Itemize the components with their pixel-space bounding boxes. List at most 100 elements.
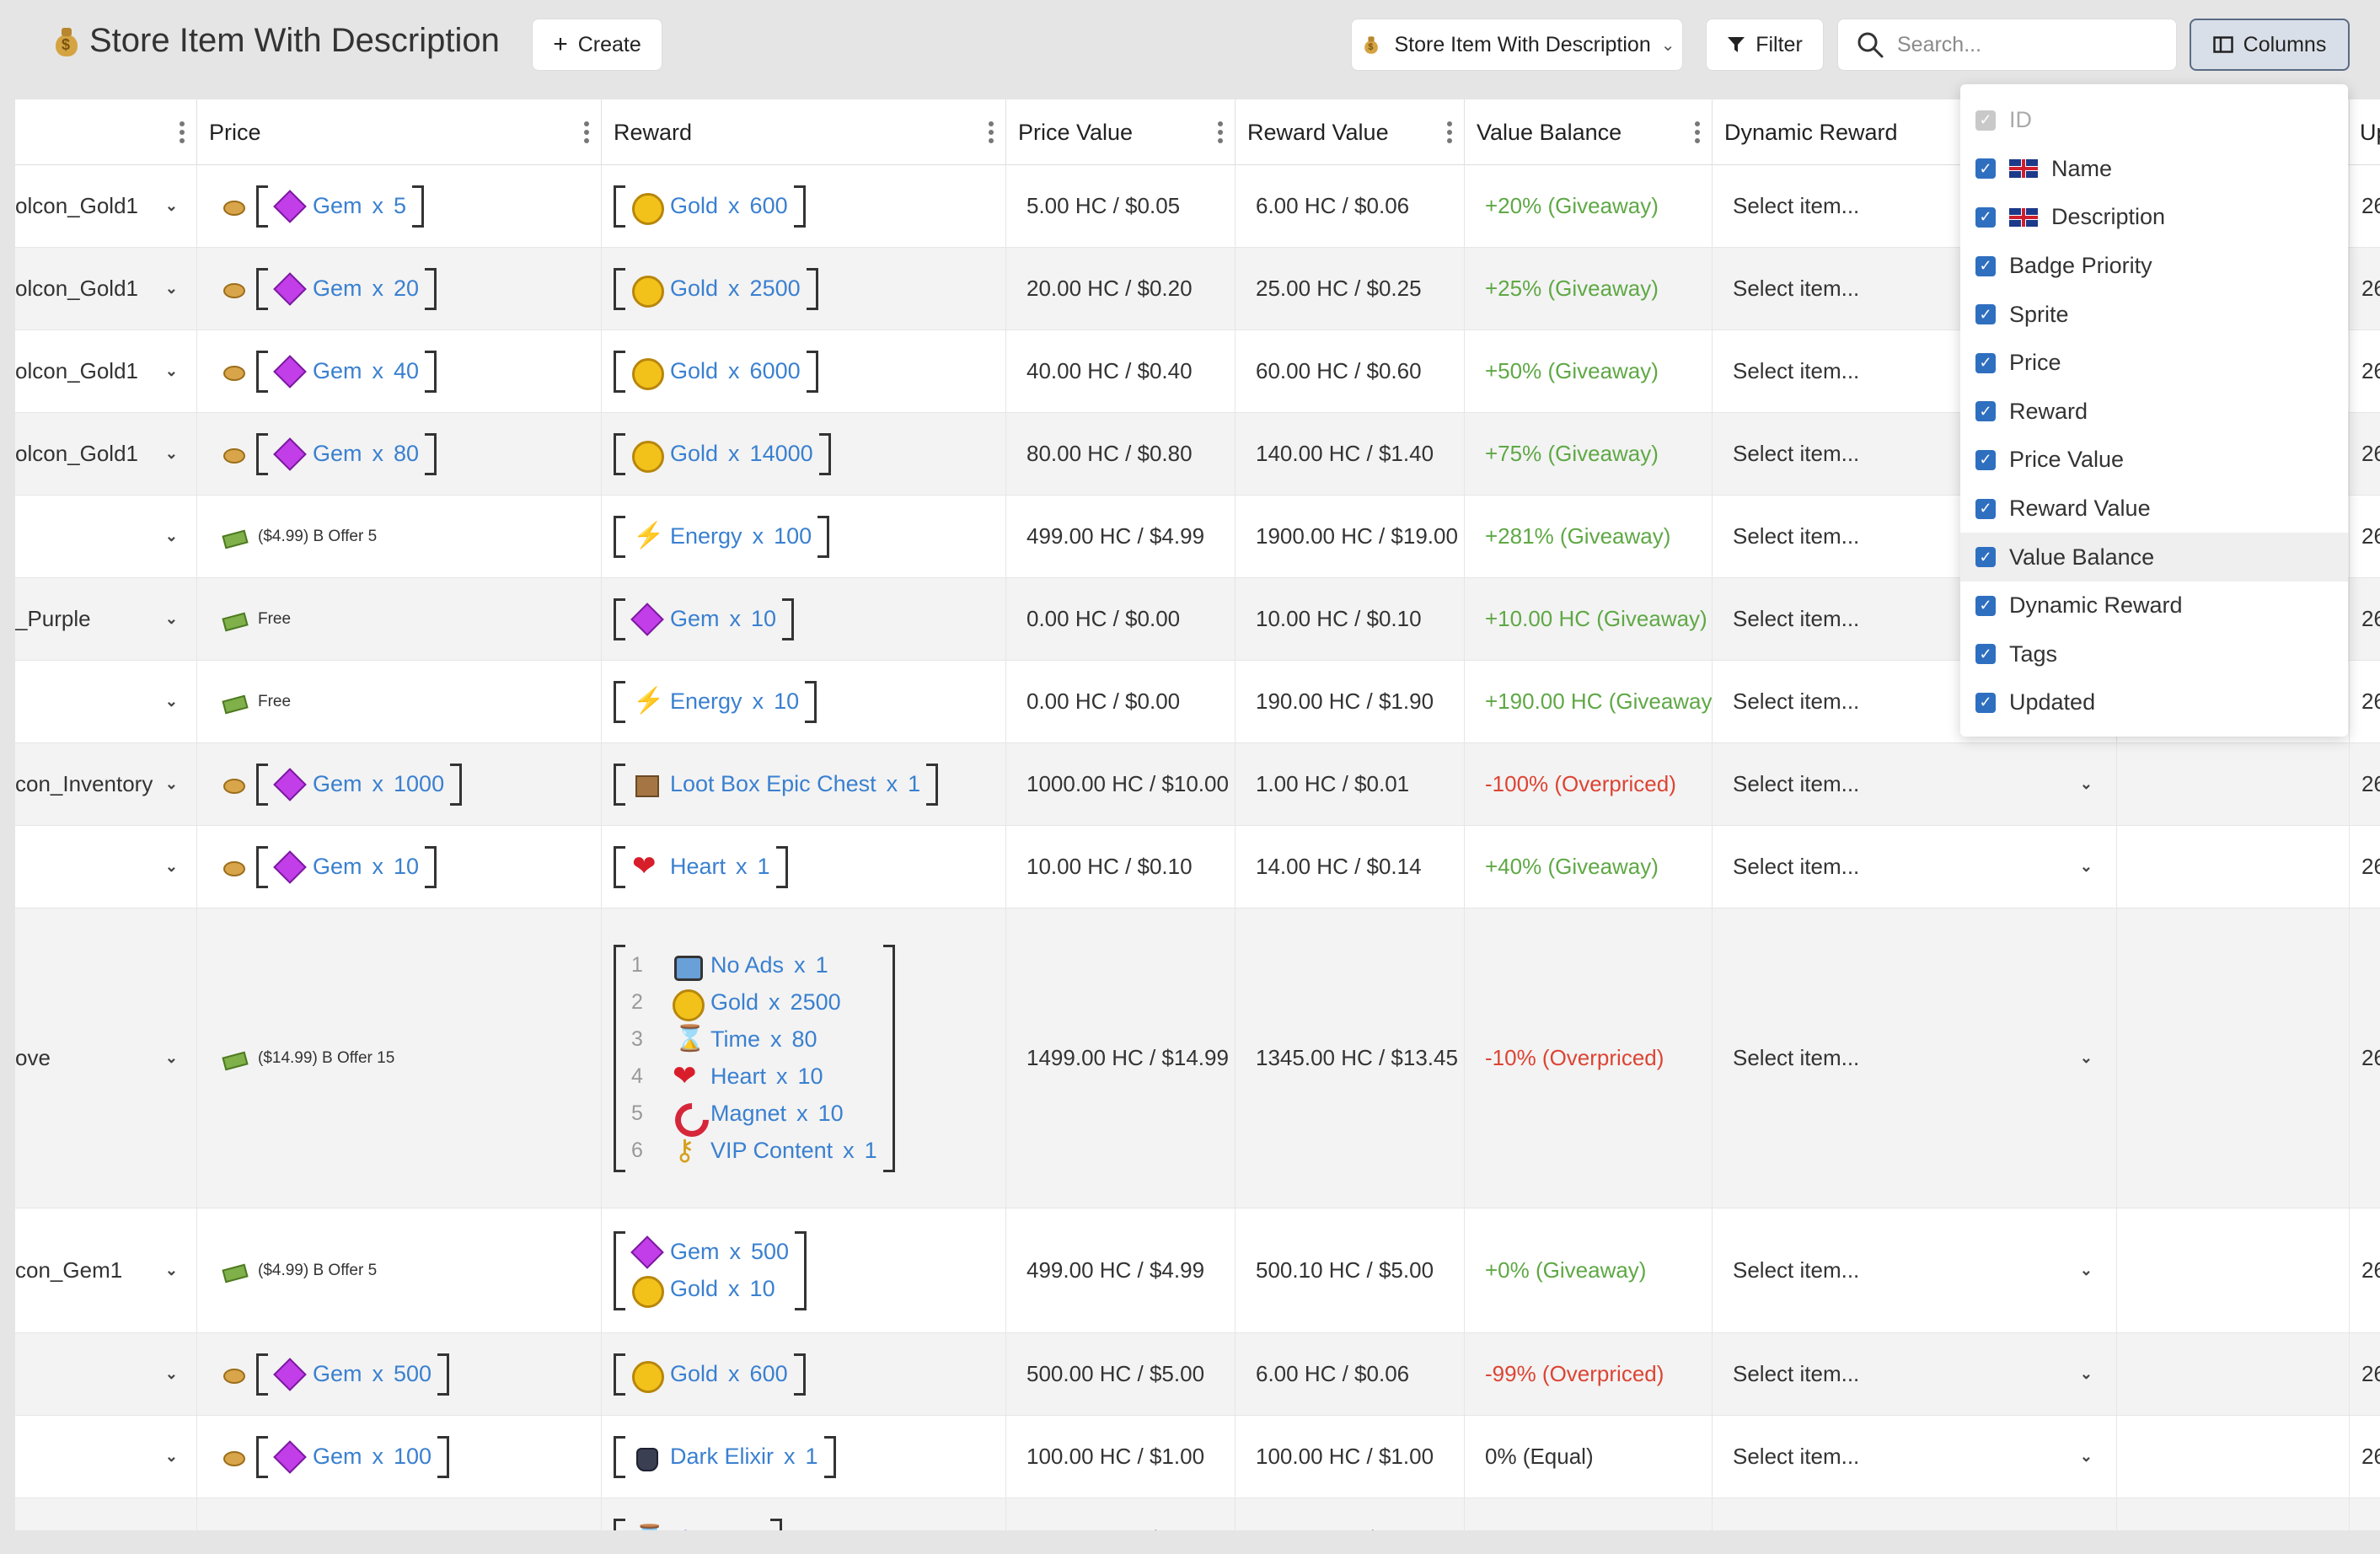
- search-input[interactable]: [1895, 31, 2148, 58]
- reward-cell[interactable]: Gold x 600: [602, 1333, 1006, 1415]
- item-name[interactable]: Gold: [670, 193, 719, 218]
- item-entry[interactable]: Loot Box Epic Chest x 1: [631, 770, 920, 799]
- item-quantity[interactable]: 1: [757, 854, 770, 879]
- column-header-price-value[interactable]: Price Value: [1006, 99, 1236, 165]
- name-cell[interactable]: ass⌄: [15, 1498, 197, 1530]
- column-header-tags[interactable]: [2117, 99, 2350, 165]
- column-toggle-reward-value[interactable]: ✓ Reward Value: [1960, 485, 2348, 533]
- item-quantity[interactable]: 6000: [749, 358, 801, 383]
- item-entry[interactable]: Gem x 1000: [274, 770, 444, 799]
- chevron-down-icon[interactable]: ⌄: [164, 280, 178, 297]
- name-cell[interactable]: con_Inventory ⌄: [15, 743, 197, 825]
- item-name[interactable]: Gem: [313, 1444, 362, 1469]
- item-name[interactable]: Gem: [313, 771, 362, 796]
- price-cell[interactable]: Gem x 40: [197, 330, 602, 412]
- item-quantity[interactable]: 100: [774, 523, 812, 549]
- reward-cell[interactable]: 1No Adsx12Goldx25003Timex804Heartx105Mag…: [602, 908, 1006, 1208]
- checkbox[interactable]: ✓: [1975, 158, 1996, 180]
- column-menu-icon[interactable]: [1695, 121, 1700, 143]
- item-entry[interactable]: Gold x 14000: [631, 440, 813, 473]
- item-name[interactable]: Gold: [670, 441, 719, 466]
- checkbox[interactable]: ✓: [1975, 644, 1996, 665]
- item-entry[interactable]: Gem x 10: [631, 605, 776, 634]
- item-entry[interactable]: Gold x 600: [631, 192, 788, 225]
- price-cell[interactable]: ($14.99) B Offer 15: [197, 908, 602, 1208]
- reward-cell[interactable]: Gem x 500 Gold x 10: [602, 1208, 1006, 1332]
- item-quantity[interactable]: 10: [751, 606, 777, 631]
- item-name[interactable]: Gem: [313, 1361, 362, 1386]
- dynamic-reward-select[interactable]: Select item...⌄: [1713, 1498, 2117, 1530]
- item-quantity[interactable]: 10: [749, 1276, 775, 1301]
- column-menu-icon[interactable]: [1447, 121, 1452, 143]
- checkbox[interactable]: ✓: [1975, 692, 1996, 713]
- tags-cell[interactable]: [2117, 1498, 2350, 1530]
- chevron-down-icon[interactable]: ⌄: [164, 197, 178, 214]
- item-quantity[interactable]: 5: [394, 193, 407, 218]
- item-quantity[interactable]: 1: [864, 1138, 877, 1163]
- item-name[interactable]: Gem: [313, 441, 362, 466]
- chevron-down-icon[interactable]: ⌄: [164, 858, 178, 875]
- reward-cell[interactable]: Loot Box Epic Chest x 1: [602, 743, 1006, 825]
- checkbox[interactable]: ✓: [1975, 401, 1996, 422]
- item-name[interactable]: Energy: [670, 523, 742, 549]
- chevron-down-icon[interactable]: ⌄: [164, 445, 178, 462]
- item-entry[interactable]: 5 Magnet x 10: [631, 1100, 877, 1128]
- column-toggle-description[interactable]: ✓ Description: [1960, 193, 2348, 242]
- dynamic-reward-select[interactable]: Select item...⌄: [1713, 1208, 2117, 1332]
- columns-button[interactable]: Columns: [2190, 19, 2350, 71]
- item-quantity[interactable]: 500: [394, 1361, 432, 1386]
- tags-cell[interactable]: [2117, 578, 2350, 660]
- price-cell[interactable]: ($4.99) B Offer 5: [197, 1208, 602, 1332]
- tags-cell[interactable]: [2117, 1333, 2350, 1415]
- item-entry[interactable]: Gold x 10: [631, 1275, 789, 1308]
- column-toggle-sprite[interactable]: ✓ Sprite: [1960, 290, 2348, 339]
- column-toggle-reward[interactable]: ✓ Reward: [1960, 388, 2348, 437]
- name-cell[interactable]: _Purple ⌄: [15, 578, 197, 660]
- item-name[interactable]: Time: [710, 1026, 760, 1052]
- checkbox[interactable]: ✓: [1975, 255, 1996, 276]
- reward-cell[interactable]: Dark Elixir x 1: [602, 1416, 1006, 1498]
- tags-cell[interactable]: [2117, 413, 2350, 495]
- checkbox[interactable]: ✓: [1975, 547, 1996, 568]
- tags-cell[interactable]: [2117, 743, 2350, 825]
- name-cell[interactable]: olcon_Gold1 ⌄: [15, 413, 197, 495]
- item-name[interactable]: Energy: [670, 689, 742, 714]
- chevron-down-icon[interactable]: ⌄: [164, 362, 178, 379]
- price-cell[interactable]: Gem x 500: [197, 1333, 602, 1415]
- item-entry[interactable]: Gem x 5: [274, 192, 406, 221]
- price-cell[interactable]: Free: [197, 661, 602, 742]
- chevron-down-icon[interactable]: ⌄: [2079, 775, 2093, 792]
- name-cell[interactable]: ⌄: [15, 826, 197, 908]
- item-quantity[interactable]: 10: [797, 1064, 823, 1089]
- column-menu-icon[interactable]: [1218, 121, 1223, 143]
- price-cell[interactable]: ($4.99) B Offer 5: [197, 1498, 602, 1530]
- item-quantity[interactable]: 80: [394, 441, 420, 466]
- checkbox[interactable]: ✓: [1975, 498, 1996, 519]
- item-entry[interactable]: Gem x 80: [274, 440, 419, 469]
- column-menu-icon[interactable]: [989, 121, 994, 143]
- name-cell[interactable]: ove ⌄: [15, 908, 197, 1208]
- name-cell[interactable]: olcon_Gold1 ⌄: [15, 165, 197, 247]
- item-name[interactable]: Gem: [670, 1239, 720, 1264]
- dynamic-reward-select[interactable]: Select item...⌄: [1713, 413, 2117, 495]
- column-toggle-badge-priority[interactable]: ✓ Badge Priority: [1960, 242, 2348, 291]
- filter-button[interactable]: Filter: [1706, 19, 1824, 71]
- price-cell[interactable]: Gem x 80: [197, 413, 602, 495]
- price-cell[interactable]: Gem x 1000: [197, 743, 602, 825]
- item-quantity[interactable]: 1: [752, 1526, 764, 1530]
- item-quantity[interactable]: 10: [817, 1101, 844, 1126]
- chevron-down-icon[interactable]: ⌄: [2079, 1365, 2093, 1382]
- checkbox[interactable]: ✓: [1975, 206, 1996, 228]
- item-quantity[interactable]: 1000: [394, 771, 445, 796]
- tags-cell[interactable]: [2117, 826, 2350, 908]
- column-header-dynamic-reward[interactable]: Dynamic Reward: [1713, 99, 2117, 165]
- chevron-down-icon[interactable]: ⌄: [164, 775, 178, 792]
- item-name[interactable]: Gem: [313, 193, 362, 218]
- price-cell[interactable]: Gem x 100: [197, 1416, 602, 1498]
- price-cell[interactable]: Gem x 20: [197, 248, 602, 330]
- item-entry[interactable]: Gem x 500: [274, 1360, 432, 1389]
- item-quantity[interactable]: 2500: [749, 276, 801, 301]
